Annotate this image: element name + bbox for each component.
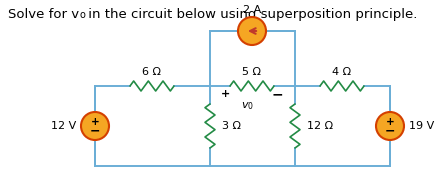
- Text: 4 Ω: 4 Ω: [332, 67, 351, 77]
- Text: 6 Ω: 6 Ω: [142, 67, 161, 77]
- Text: 12 V: 12 V: [51, 121, 76, 131]
- Text: 5 Ω: 5 Ω: [243, 67, 262, 77]
- Text: 12 Ω: 12 Ω: [307, 121, 333, 131]
- Circle shape: [81, 112, 109, 140]
- Text: 3 Ω: 3 Ω: [222, 121, 241, 131]
- Text: 2 A: 2 A: [243, 5, 261, 15]
- Text: +: +: [221, 89, 230, 99]
- Text: 19 V: 19 V: [409, 121, 434, 131]
- Text: in the circuit below using superposition principle.: in the circuit below using superposition…: [84, 8, 417, 21]
- Text: +: +: [91, 117, 99, 127]
- Text: Solve for v: Solve for v: [8, 8, 79, 21]
- Text: +: +: [385, 117, 394, 127]
- Text: −: −: [385, 124, 395, 137]
- Text: $v_0$: $v_0$: [240, 100, 253, 112]
- Text: −: −: [90, 124, 100, 137]
- Circle shape: [238, 17, 266, 45]
- Text: −: −: [271, 87, 283, 101]
- Text: o: o: [79, 10, 85, 20]
- Circle shape: [376, 112, 404, 140]
